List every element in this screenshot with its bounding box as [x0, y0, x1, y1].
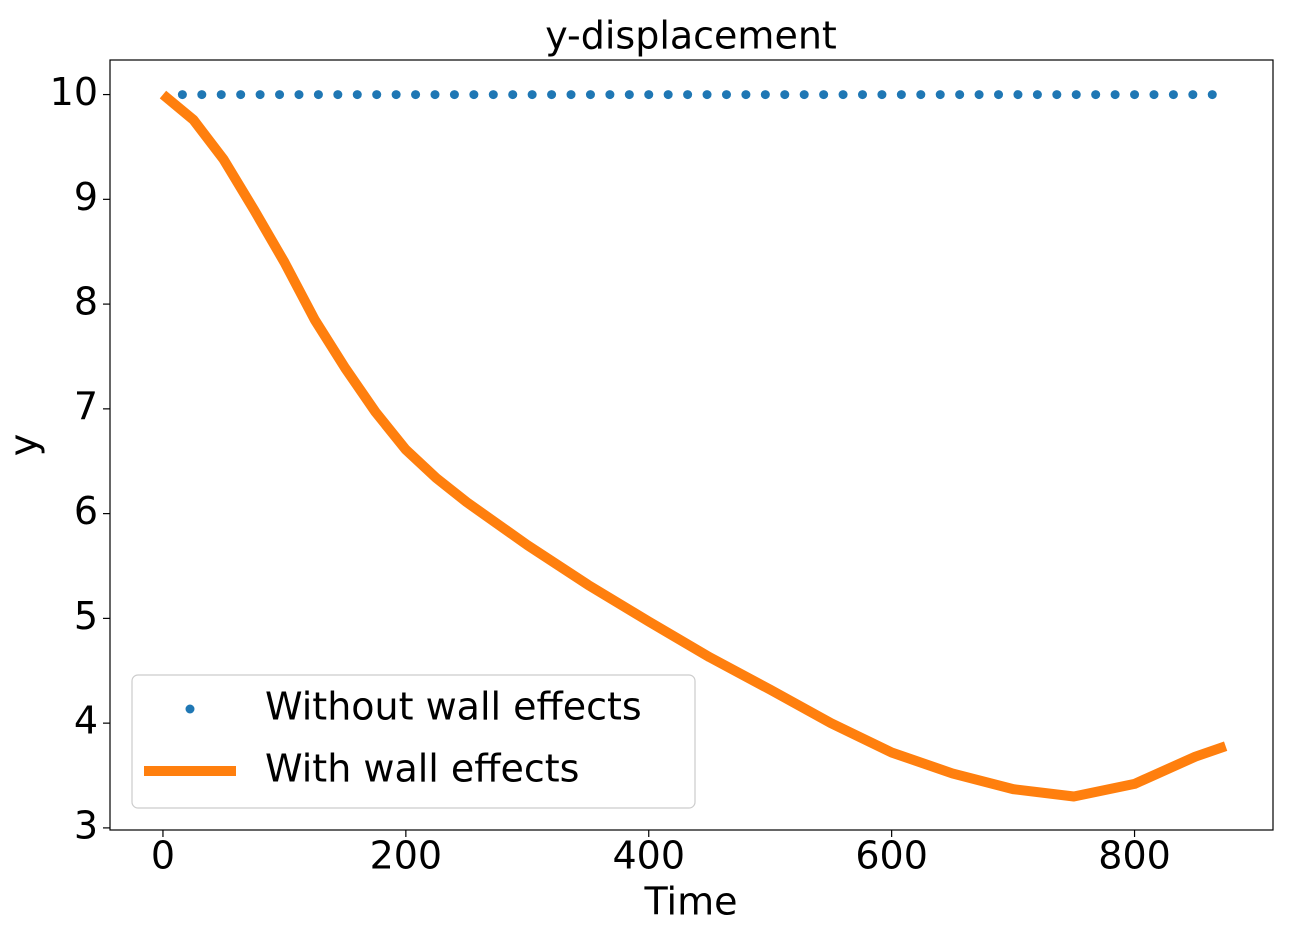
data-point	[488, 90, 498, 100]
data-point	[1071, 90, 1081, 100]
data-point	[877, 90, 887, 100]
data-point	[352, 90, 362, 100]
data-point	[935, 90, 945, 100]
y-tick-label: 3	[74, 803, 98, 847]
data-point	[566, 90, 576, 100]
data-point	[994, 90, 1004, 100]
data-point	[799, 90, 809, 100]
data-point	[585, 90, 595, 100]
data-point	[508, 90, 518, 100]
y-tick-label: 8	[74, 280, 98, 324]
data-point	[216, 90, 226, 100]
plot-area	[109, 59, 1274, 831]
data-point	[1149, 90, 1159, 100]
data-point	[916, 90, 926, 100]
data-point	[527, 90, 537, 100]
data-point	[1188, 90, 1198, 100]
data-point	[1013, 90, 1023, 100]
legend-label: With wall effects	[265, 747, 579, 791]
data-point	[663, 90, 673, 100]
data-point	[255, 90, 265, 100]
data-point	[430, 90, 440, 100]
data-point	[333, 90, 343, 100]
x-tick-label: 400	[612, 834, 685, 878]
data-point	[197, 90, 207, 100]
data-point	[1168, 90, 1178, 100]
data-point	[780, 90, 790, 100]
data-point	[177, 90, 187, 100]
x-axis-label: Time	[644, 880, 738, 924]
data-line	[159, 90, 1228, 802]
data-point	[819, 90, 829, 100]
data-point	[605, 90, 615, 100]
chart-title: y-displacement	[545, 14, 837, 58]
data-point	[683, 90, 693, 100]
data-point	[838, 90, 848, 100]
legend-box	[131, 674, 696, 809]
data-point	[236, 90, 246, 100]
data-point	[974, 90, 984, 100]
data-point	[294, 90, 304, 100]
data-point	[275, 90, 285, 100]
data-point	[702, 90, 712, 100]
data-point	[858, 90, 868, 100]
y-tick-label: 6	[74, 489, 98, 533]
data-point	[547, 90, 557, 100]
data-point	[624, 90, 634, 100]
data-point	[1110, 90, 1120, 100]
x-tick-label: 200	[370, 834, 443, 878]
data-point	[1091, 90, 1101, 100]
data-point	[391, 90, 401, 100]
data-point	[955, 90, 965, 100]
data-point	[372, 90, 382, 100]
data-point	[449, 90, 459, 100]
data-point	[896, 90, 906, 100]
data-point	[1130, 90, 1140, 100]
data-point	[721, 90, 731, 100]
y-axis-label: y	[2, 434, 46, 457]
y-tick-label: 7	[74, 384, 98, 428]
data-point	[1207, 90, 1217, 100]
data-point	[313, 90, 323, 100]
legend-marker	[185, 704, 195, 714]
data-point	[1032, 90, 1042, 100]
legend-label: Without wall effects	[265, 685, 642, 729]
x-tick-label: 600	[855, 834, 928, 878]
data-point	[1052, 90, 1062, 100]
y-tick-label: 10	[50, 70, 98, 114]
y-tick-label: 9	[74, 175, 98, 219]
y-tick-label: 5	[74, 594, 98, 638]
x-tick-label: 0	[151, 834, 175, 878]
data-point	[469, 90, 479, 100]
data-point	[741, 90, 751, 100]
y-tick-label: 4	[74, 699, 98, 743]
x-tick-label: 800	[1098, 834, 1171, 878]
data-point	[644, 90, 654, 100]
data-point	[760, 90, 770, 100]
data-point	[411, 90, 421, 100]
